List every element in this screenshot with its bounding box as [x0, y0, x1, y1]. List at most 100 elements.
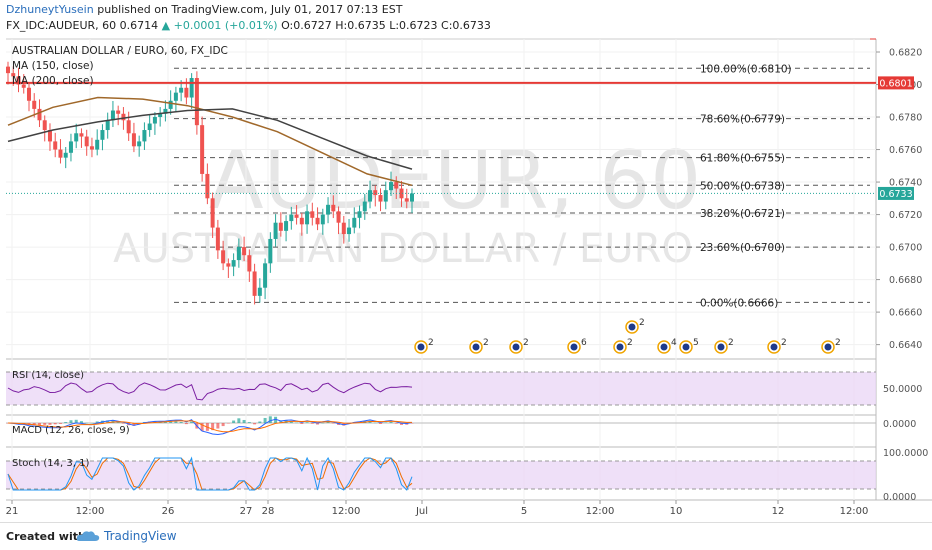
event-count: 2 [639, 318, 645, 328]
macd-histogram-bar [211, 423, 215, 431]
event-marker[interactable]: 2 [767, 338, 787, 354]
macd-histogram-bar [268, 416, 272, 423]
footer: Created with TradingView [0, 522, 932, 550]
candle-body [368, 190, 373, 202]
candle-body [168, 100, 173, 109]
price-axis-label: 0.6760 [889, 145, 922, 156]
candle-body [410, 193, 414, 202]
created-with-label: Created with [6, 530, 86, 543]
candle-body [399, 188, 404, 199]
candle-body [404, 198, 409, 202]
event-flag-inner [717, 343, 725, 351]
candle-body [215, 227, 220, 251]
macd-axis-label: 0.0000 [883, 419, 916, 430]
macd-histogram-bar [331, 423, 335, 424]
event-marker[interactable]: 5 [679, 338, 699, 354]
macd-histogram-bar [190, 421, 194, 423]
candle-body [373, 190, 378, 196]
price-axis-label: 0.6780 [889, 113, 922, 124]
published-text: published on TradingView.com, July 01, 2… [97, 3, 403, 16]
fib-level-label: 61.80%(0.6755) [700, 153, 785, 165]
candle-body [137, 141, 142, 147]
macd-histogram-bar [79, 421, 83, 423]
chart-canvas[interactable]: AUDEUR, 60 AUSTRALIAN DOLLAR / EURO 100.… [0, 36, 932, 522]
stoch-axis-bottom: 0.0000 [883, 492, 916, 503]
candle-body [389, 182, 394, 191]
candle-body [357, 211, 362, 218]
time-axis-label: 10 [670, 506, 683, 517]
event-flag-inner [770, 343, 778, 351]
event-flag-inner [616, 343, 624, 351]
stoch-label[interactable]: Stoch (14, 3, 1) [12, 458, 89, 469]
candle-body [58, 149, 63, 158]
event-marker[interactable]: 2 [821, 338, 841, 354]
candle-body [247, 255, 252, 272]
macd-signal-line [7, 420, 412, 433]
price-axis-label: 0.6820 [889, 48, 922, 59]
event-count: 2 [627, 338, 633, 348]
candle-body [100, 130, 105, 140]
candle-body [315, 217, 320, 225]
candle-body [189, 78, 194, 98]
event-marker[interactable]: 2 [625, 318, 645, 334]
candle-body [147, 123, 152, 131]
macd-histogram-bar [121, 423, 125, 424]
candle-body [263, 263, 268, 288]
author-link[interactable]: DzhuneytYusein [6, 3, 94, 16]
quote-line: FX_IDC:AUDEUR, 60 0.6714 ▲ +0.0001 (+0.0… [6, 19, 491, 32]
candle-body [89, 146, 94, 150]
tradingview-brand-link[interactable]: TradingView [104, 529, 177, 543]
macd-histogram-bar [106, 420, 110, 423]
macd-label[interactable]: MACD (12, 26, close, 9) [12, 425, 130, 436]
fib-level-label: 0.00%(0.6666) [700, 297, 778, 309]
candle-body [184, 87, 189, 98]
event-marker[interactable]: 2 [509, 338, 529, 354]
economic-events[interactable]: 2 2 2 6 224 5 2 2 2 [414, 318, 841, 354]
macd-histogram-bar [379, 423, 383, 424]
candle-body [131, 133, 136, 147]
price-axis-label: 0.6700 [889, 243, 922, 254]
time-axis-label: 5 [521, 506, 527, 517]
rsi-label[interactable]: RSI (14, close) [12, 370, 84, 381]
macd-histogram-bar [226, 423, 230, 424]
time-axis[interactable]: 21 12:00 26 27 28 12:00 Jul 5 12:00 10 12 12:00 [6, 500, 869, 517]
candle-body [53, 141, 58, 150]
event-marker[interactable]: 2 [469, 338, 489, 354]
time-axis-label: 12:00 [332, 506, 361, 517]
time-axis-label: 26 [162, 506, 175, 517]
legend-ma150[interactable]: MA (150, close) [12, 60, 94, 72]
candle-body [26, 87, 31, 101]
macd-histogram-bar [384, 422, 388, 423]
candle-body [32, 100, 37, 109]
price-axis-label: 0.6640 [889, 340, 922, 351]
rsi-line [7, 382, 413, 401]
event-marker[interactable]: 6 [567, 338, 587, 354]
macd-histogram-bar [179, 421, 183, 423]
candle-body [320, 214, 325, 225]
candle-body [289, 214, 294, 222]
event-marker[interactable]: 2 [414, 338, 434, 354]
candle-body [336, 211, 341, 223]
macd-histogram-bar [258, 421, 262, 423]
time-axis-label: 27 [240, 506, 253, 517]
fibonacci-retracement[interactable]: 100.00%(0.6810) 78.60%(0.6779) 61.80%(0.67… [174, 63, 870, 309]
legend-ma200[interactable]: MA (200, close) [12, 75, 94, 87]
event-marker[interactable]: 4 [657, 338, 677, 354]
time-axis-label: 12:00 [840, 506, 869, 517]
macd-histogram-bar [247, 422, 251, 423]
macd-histogram-bar [74, 419, 78, 423]
macd-histogram-bar [232, 420, 236, 423]
candle-body [278, 222, 283, 231]
event-marker[interactable]: 2 [613, 338, 633, 354]
candle-body [226, 263, 231, 267]
candle-body [210, 198, 215, 228]
candle-body [383, 190, 388, 202]
candle-body [6, 66, 10, 74]
candle-body [179, 87, 184, 93]
macd-histogram-bar [69, 420, 73, 423]
macd-histogram-bar [116, 422, 120, 423]
event-marker[interactable]: 2 [714, 338, 734, 354]
candle-body [299, 217, 304, 225]
change-value: +0.0001 (+0.01%) [173, 19, 278, 32]
candle-body [173, 92, 178, 101]
